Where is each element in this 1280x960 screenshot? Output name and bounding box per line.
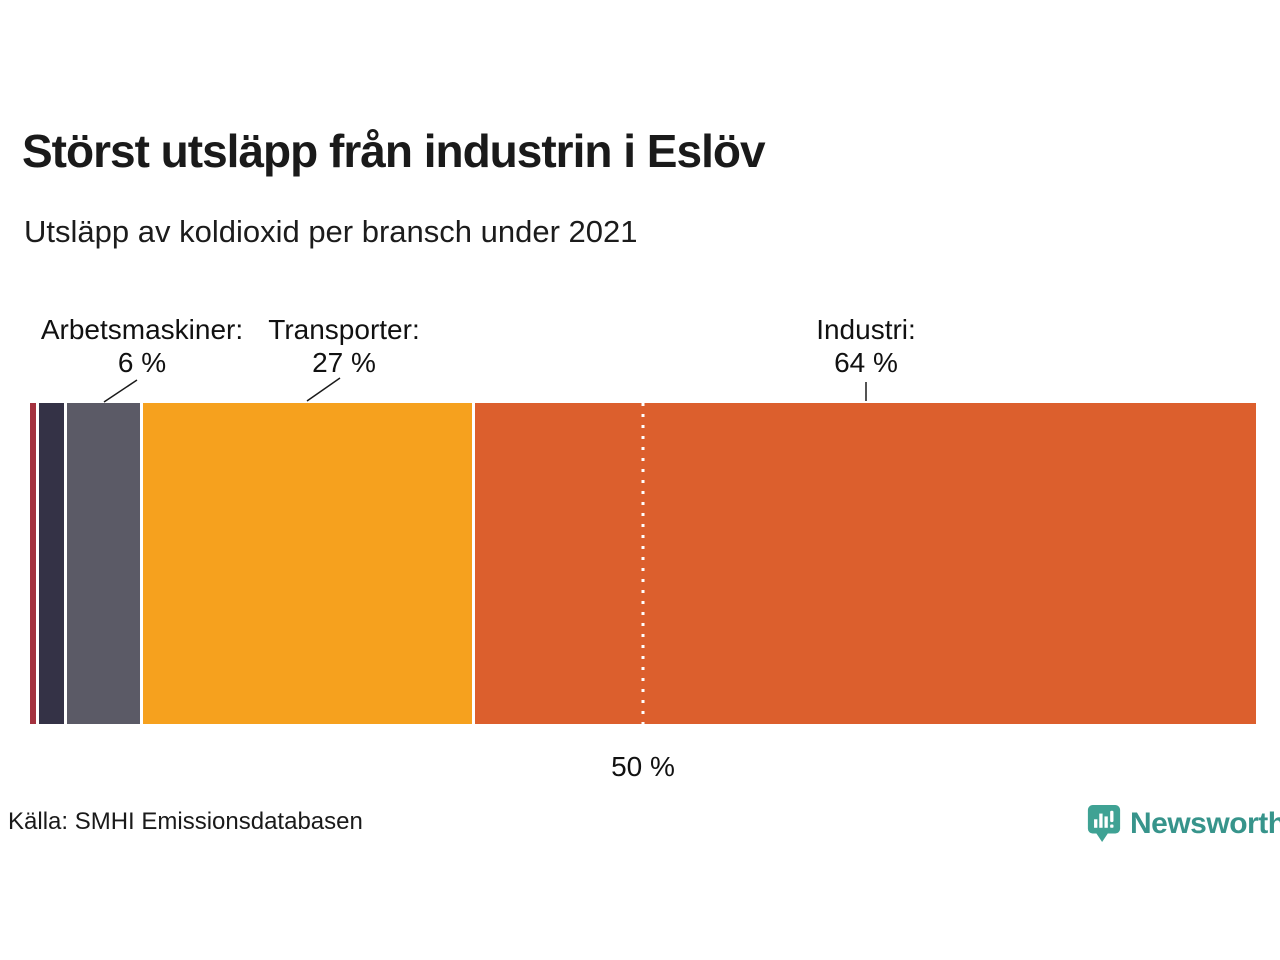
annotation-label: Transporter: [268,314,420,345]
bar-segment-transporter [142,403,473,724]
annotation-industri: Industri: 64 % [816,313,916,379]
annotation-label: Arbetsmaskiner: [40,314,244,345]
newsworthy-logo: Newsworthy [1086,802,1280,846]
stacked-bar [30,403,1256,724]
bar-segment-arbetsmaskiner [66,403,140,724]
annotation-value: 64 % [834,347,898,378]
annotation-value: 27 % [312,347,376,378]
annotation-transporter: Transporter: 27 % [268,313,419,379]
bar-segment-industri [475,403,1256,724]
source-text: Källa: SMHI Emissionsdatabasen [8,808,363,835]
bar-segment [39,403,64,724]
page-title: Störst utsläpp från industrin i Eslöv [22,125,766,177]
newsworthy-logo-text: Newsworthy [1130,807,1280,840]
bar-segment [30,403,37,724]
newsworthy-speech-bubble-barchart-icon [1087,805,1121,842]
reference-line-label: 50 % [611,751,675,782]
page-subtitle: Utsläpp av koldioxid per bransch under 2… [24,214,638,249]
annotation-value: 6 % [117,347,167,378]
annotation-arbetsmaskiner: Arbetsmaskiner: 6 % [41,313,243,379]
reference-line-50pct [641,403,645,724]
annotation-label: Industri: [816,314,916,345]
